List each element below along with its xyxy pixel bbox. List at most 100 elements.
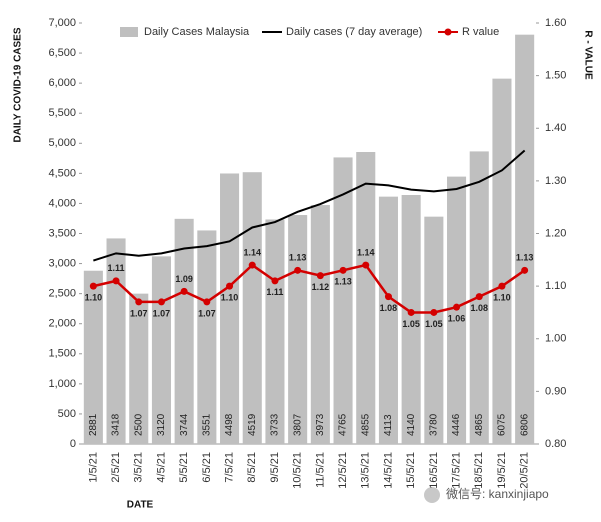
- x-axis-title: DATE: [127, 500, 154, 511]
- legend-swatch: [120, 27, 138, 37]
- y2-tick-label: 1.10: [545, 280, 566, 292]
- legend-label: Daily cases (7 day average): [286, 26, 422, 38]
- bar: [333, 157, 353, 444]
- marker: [521, 266, 529, 274]
- y-tick-label: 2,000: [48, 318, 76, 330]
- x-tick-label: 10/5/21: [292, 452, 304, 489]
- y-tick-label: 6,000: [48, 77, 76, 89]
- y-tick-label: 2,500: [48, 288, 76, 300]
- x-tick-label: 20/5/21: [519, 452, 531, 489]
- x-tick-label: 17/5/21: [450, 452, 462, 489]
- marker: [407, 308, 415, 316]
- marker: [135, 298, 143, 306]
- y-tick-label: 6,500: [48, 47, 76, 59]
- x-tick-label: 13/5/21: [360, 452, 372, 489]
- x-tick-label: 1/5/21: [87, 452, 99, 483]
- bar-label: 3973: [315, 413, 326, 436]
- y-tick-label: 5,500: [48, 107, 76, 119]
- y2-tick-label: 0.80: [545, 438, 566, 450]
- bar-label: 4113: [383, 414, 394, 436]
- y2-tick-label: 1.20: [545, 227, 566, 239]
- bar-label: 3733: [270, 413, 281, 436]
- x-tick-label: 7/5/21: [223, 452, 235, 483]
- data-label: 1.11: [266, 287, 283, 297]
- x-tick-label: 19/5/21: [496, 452, 508, 489]
- bar: [356, 152, 376, 445]
- x-tick-label: 6/5/21: [201, 452, 213, 483]
- marker: [453, 303, 461, 311]
- marker: [430, 308, 438, 316]
- watermark-icon: [424, 487, 440, 503]
- legend-marker: [444, 28, 452, 36]
- bar: [424, 216, 444, 444]
- legend-label: R value: [462, 26, 499, 38]
- bar-label: 3780: [428, 413, 439, 436]
- data-label: 1.10: [85, 293, 103, 303]
- y-axis-title: DAILY COVID-19 CASES: [13, 27, 24, 142]
- line: [93, 263, 526, 314]
- bar: [220, 173, 240, 445]
- y2-axis-title: R - VALUE: [582, 30, 593, 80]
- y-tick-label: 3,000: [48, 257, 76, 269]
- data-label: 1.05: [425, 319, 443, 329]
- bar-label: 6806: [519, 413, 530, 436]
- marker: [203, 298, 211, 306]
- x-tick-label: 8/5/21: [246, 452, 258, 483]
- bar: [83, 270, 103, 444]
- marker: [362, 261, 370, 269]
- y-tick-label: 1,500: [48, 348, 76, 360]
- marker: [226, 282, 234, 290]
- x-tick-label: 15/5/21: [405, 452, 417, 489]
- data-label: 1.08: [470, 303, 488, 313]
- marker: [89, 282, 97, 290]
- y2-tick-label: 0.90: [545, 385, 566, 397]
- marker: [384, 293, 392, 301]
- bar-label: 2881: [88, 413, 99, 436]
- x-tick-label: 2/5/21: [110, 452, 122, 483]
- bar-label: 4519: [247, 413, 258, 436]
- x-tick-label: 14/5/21: [382, 452, 394, 489]
- y-tick-label: 4,500: [48, 167, 76, 179]
- y-tick-label: 500: [58, 408, 76, 420]
- data-label: 1.10: [221, 293, 239, 303]
- bar-label: 4855: [360, 413, 371, 436]
- bar-label: 3744: [179, 413, 190, 436]
- bar: [242, 172, 262, 445]
- x-tick-label: 16/5/21: [428, 452, 440, 489]
- bar-label: 3418: [111, 413, 122, 436]
- bar-label: 3551: [201, 413, 212, 436]
- y2-tick-label: 1.30: [545, 175, 566, 187]
- data-label: 1.13: [334, 277, 352, 287]
- data-label: 1.07: [130, 308, 148, 318]
- data-label: 1.14: [243, 247, 261, 257]
- x-tick-label: 3/5/21: [133, 452, 145, 483]
- data-label: 1.07: [198, 308, 216, 318]
- data-label: 1.05: [402, 319, 420, 329]
- x-tick-label: 18/5/21: [473, 452, 485, 489]
- watermark: 微信号: kanxinjiapo: [446, 487, 549, 501]
- y2-tick-label: 1.50: [545, 70, 566, 82]
- y-tick-label: 3,500: [48, 227, 76, 239]
- bar: [197, 230, 217, 444]
- marker: [157, 298, 165, 306]
- y-tick-label: 7,000: [48, 17, 76, 29]
- bar: [492, 78, 512, 444]
- bar-label: 3807: [292, 413, 303, 436]
- bar-label: 6075: [497, 413, 508, 436]
- data-label: 1.13: [289, 253, 307, 263]
- legend-label: Daily Cases Malaysia: [144, 26, 250, 38]
- y-tick-label: 4,000: [48, 197, 76, 209]
- bar: [151, 256, 171, 444]
- marker: [112, 277, 120, 285]
- x-tick-label: 4/5/21: [155, 452, 167, 483]
- data-label: 1.09: [175, 274, 193, 284]
- marker: [475, 293, 483, 301]
- y-tick-label: 5,000: [48, 137, 76, 149]
- data-label: 1.11: [108, 263, 125, 273]
- marker: [180, 287, 188, 295]
- data-label: 1.14: [357, 247, 375, 257]
- marker: [248, 261, 256, 269]
- data-label: 1.12: [312, 282, 330, 292]
- data-label: 1.13: [516, 253, 534, 263]
